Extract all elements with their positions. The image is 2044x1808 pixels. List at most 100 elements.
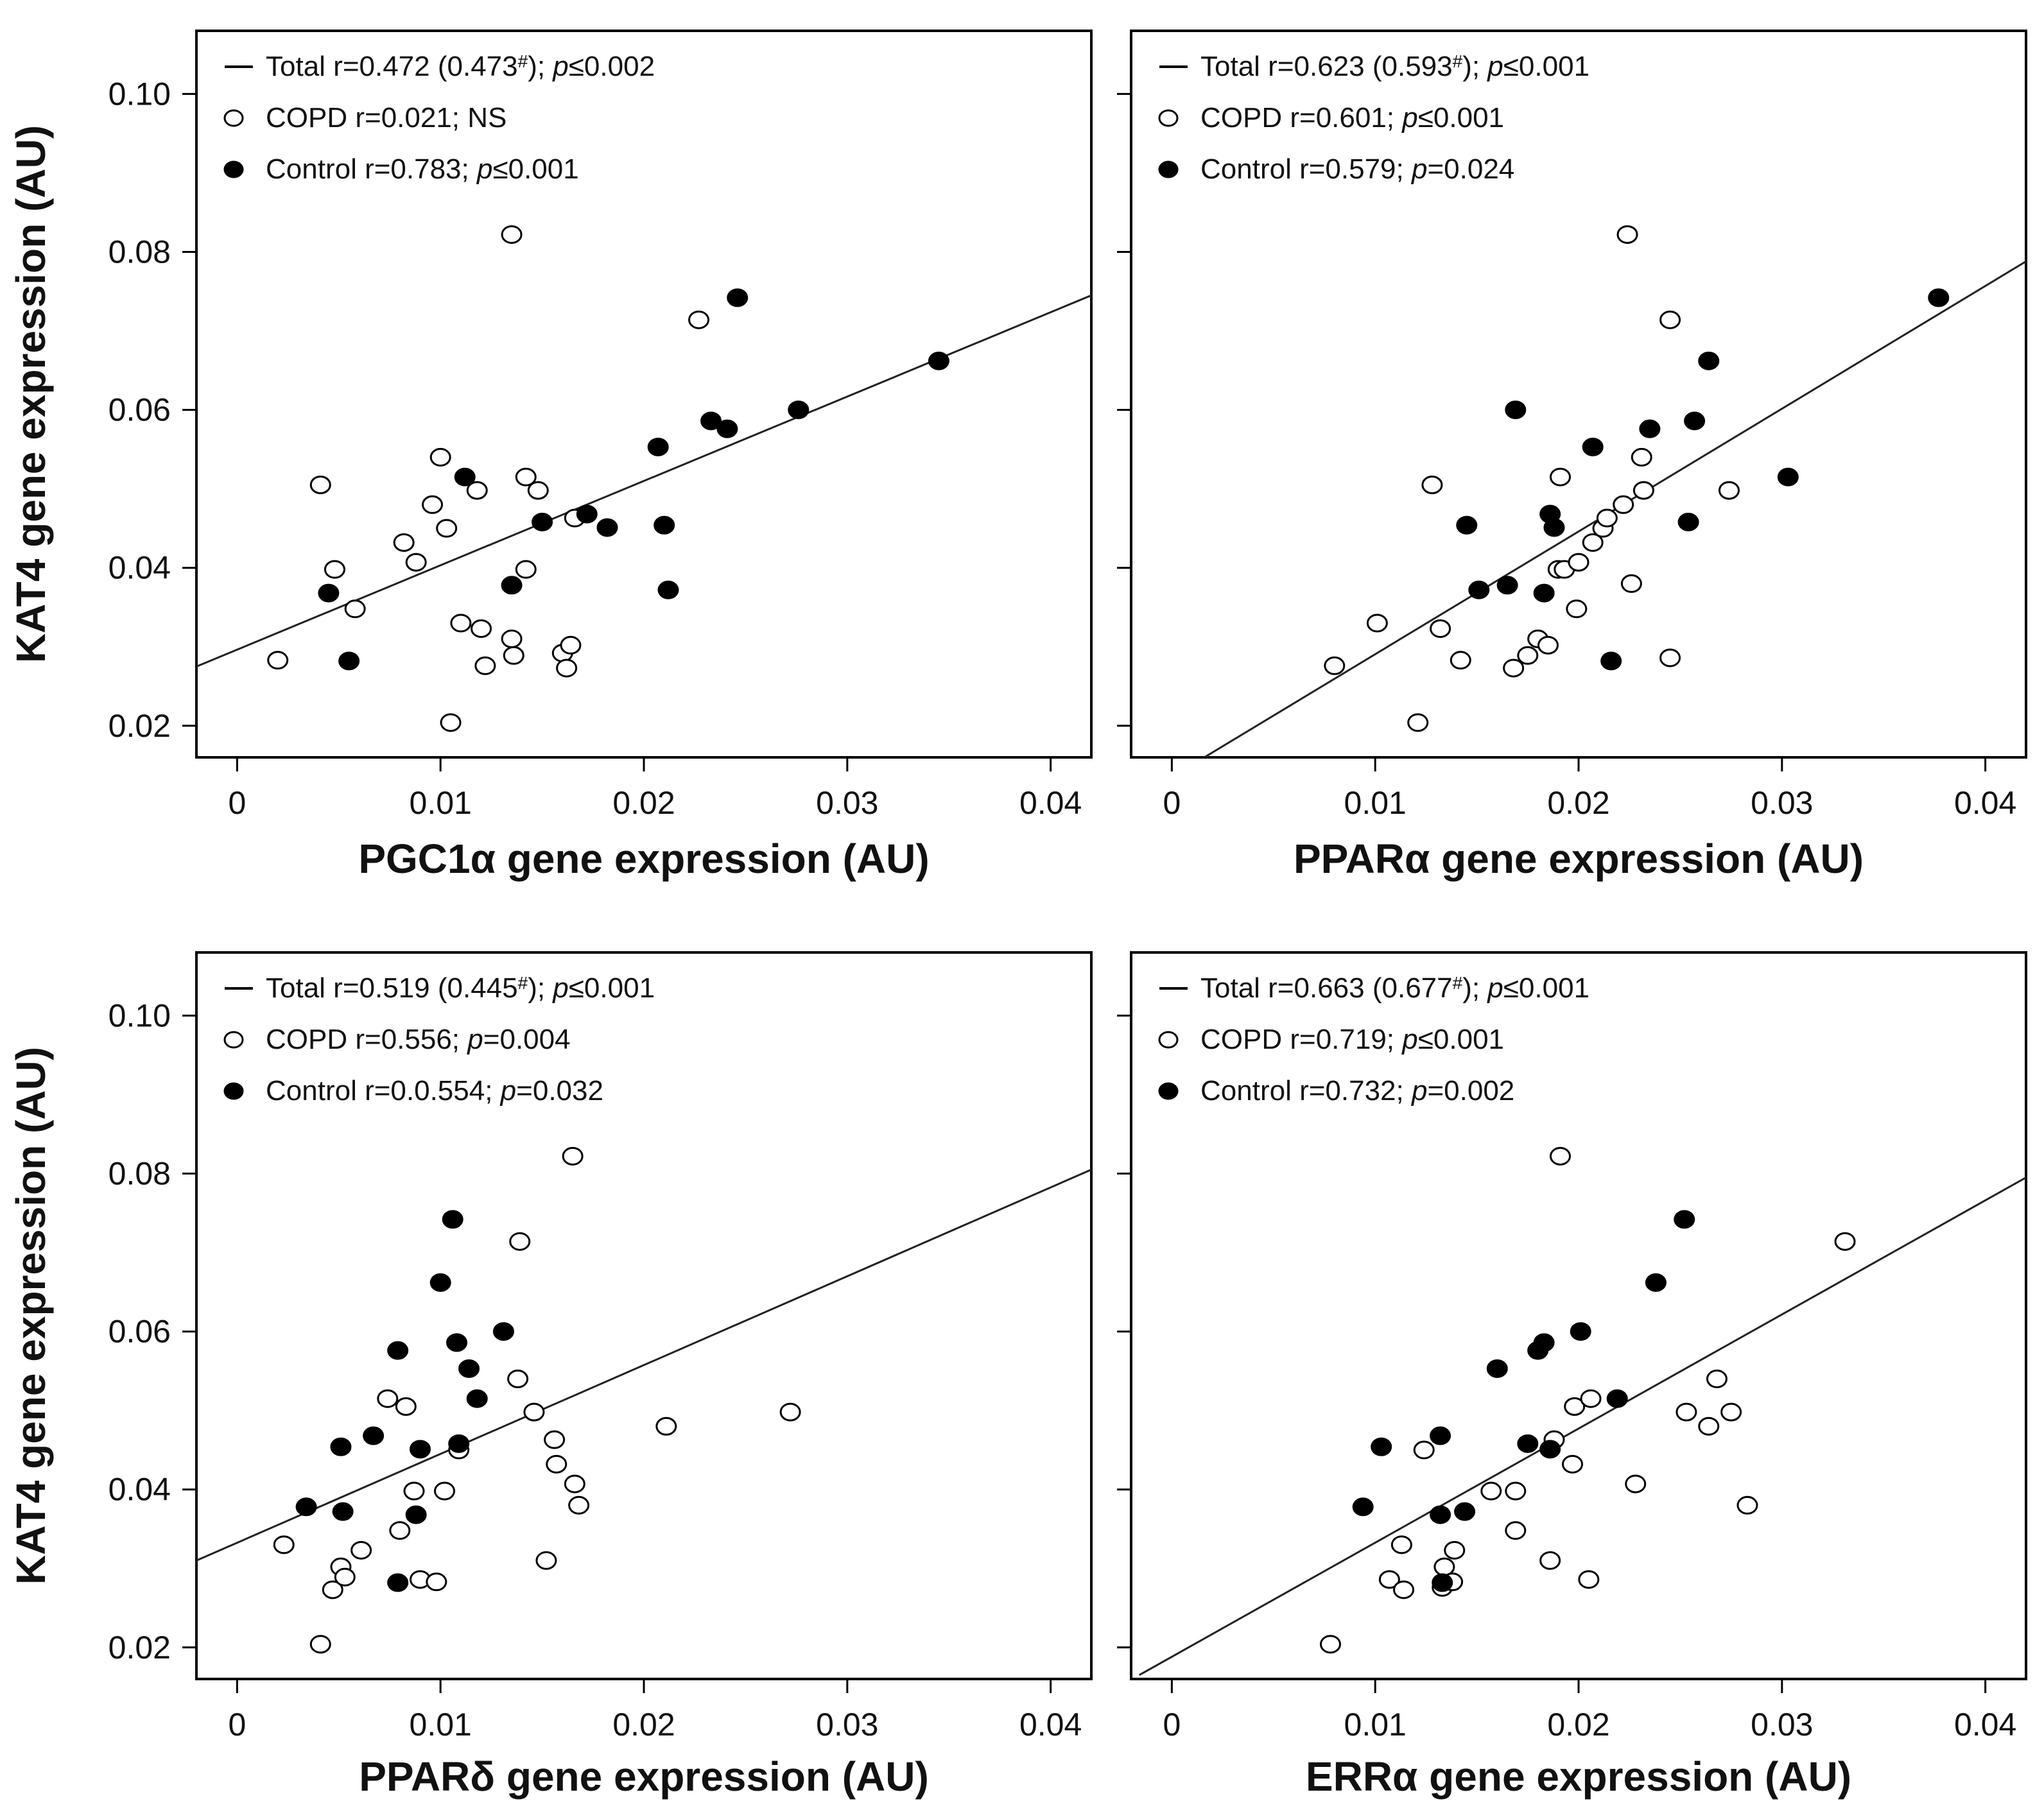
- control-point: [429, 1273, 451, 1292]
- legend-marker-filled: [223, 160, 244, 178]
- legend-entry: COPD r=0.719; p≤0.001: [1200, 1024, 1504, 1055]
- copd-point: [1568, 553, 1589, 572]
- chart-panel-PPARa: 0 0.01 0.02 0.03 0.04 Total r=0.623 (0.593#);…: [1117, 30, 2027, 882]
- copd-point: [1503, 659, 1525, 678]
- copd-point: [351, 1540, 372, 1560]
- copd-point: [507, 1369, 529, 1388]
- copd-point: [324, 560, 345, 579]
- control-point: [716, 419, 738, 438]
- control-point: [454, 467, 476, 486]
- control-point: [1777, 467, 1799, 486]
- control-point: [1468, 580, 1490, 599]
- y-tick-label: 0.06: [108, 1314, 171, 1350]
- y-tick-label: 0.10: [108, 997, 171, 1033]
- control-point: [387, 1573, 409, 1592]
- x-axis-label: ERRα gene expression (AU): [1306, 1753, 1851, 1800]
- total-fit-line: [196, 294, 1091, 667]
- control-point: [466, 1389, 488, 1408]
- copd-point: [501, 629, 523, 648]
- copd-point: [1378, 1570, 1400, 1589]
- copd-point: [655, 1416, 677, 1436]
- control-point: [1543, 518, 1565, 537]
- control-point: [1600, 651, 1622, 671]
- control-point: [330, 1437, 352, 1456]
- legend-entry: Total r=0.663 (0.677#); p≤0.001: [1200, 972, 1589, 1004]
- copd-point: [426, 1572, 447, 1592]
- copd-point: [267, 651, 289, 670]
- control-point: [1674, 1210, 1695, 1229]
- legend-marker-filled: [1158, 1082, 1179, 1100]
- copd-point: [1613, 495, 1634, 514]
- copd-point: [1631, 447, 1652, 467]
- copd-point: [1407, 713, 1429, 732]
- control-point: [1496, 576, 1518, 595]
- legend-entry: Control r=0.732; p=0.002: [1200, 1075, 1514, 1106]
- control-point: [532, 512, 553, 531]
- legend-marker-open: [223, 109, 244, 127]
- copd-point: [560, 635, 582, 655]
- total-fit-line: [196, 1168, 1091, 1562]
- x-tick-label: 0.04: [1019, 1707, 1082, 1743]
- control-point: [1371, 1437, 1392, 1456]
- y-tick-label: 0.08: [108, 234, 171, 270]
- copd-point: [405, 553, 427, 572]
- copd-point: [1549, 1146, 1571, 1166]
- control-point: [1533, 583, 1555, 603]
- x-tick-label: 0.01: [1344, 785, 1407, 821]
- control-point: [1677, 512, 1699, 531]
- copd-point: [688, 310, 710, 329]
- legend-entry: Control r=0.783; p≤0.001: [266, 153, 579, 185]
- copd-point: [1324, 656, 1346, 675]
- control-point: [788, 400, 810, 420]
- control-point: [654, 515, 675, 535]
- copd-point: [1566, 599, 1588, 619]
- copd-point: [1625, 1474, 1647, 1494]
- copd-point: [1698, 1416, 1720, 1436]
- copd-point: [546, 1454, 567, 1474]
- legend-marker-filled: [1158, 160, 1179, 178]
- control-point: [1432, 1573, 1453, 1592]
- copd-point: [568, 1495, 590, 1515]
- copd-point: [1834, 1232, 1856, 1251]
- control-point: [1582, 437, 1604, 456]
- x-tick-label: 0.01: [410, 1707, 472, 1743]
- x-tick-label: 0.02: [1547, 785, 1609, 821]
- copd-point: [535, 1551, 557, 1570]
- copd-point: [377, 1389, 399, 1408]
- copd-point: [395, 1397, 417, 1416]
- copd-point: [1561, 1454, 1583, 1474]
- x-axis-label: PPARδ gene expression (AU): [359, 1753, 929, 1800]
- control-point: [448, 1434, 470, 1453]
- copd-point: [564, 1474, 585, 1494]
- copd-point: [515, 560, 537, 579]
- copd-point: [1620, 574, 1642, 593]
- control-point: [318, 583, 340, 603]
- control-point: [332, 1502, 354, 1521]
- copd-point: [393, 533, 415, 552]
- control-point: [576, 504, 598, 524]
- control-point: [492, 1322, 514, 1341]
- x-axis-label: PGC1α gene expression (AU): [358, 836, 929, 882]
- copd-point: [466, 481, 488, 500]
- copd-point: [1659, 310, 1681, 329]
- control-point: [458, 1359, 480, 1378]
- copd-point: [322, 1580, 343, 1599]
- x-tick-label: 0: [1163, 1707, 1181, 1743]
- y-tick-label: 0.06: [108, 392, 171, 428]
- control-point: [501, 576, 523, 595]
- copd-point: [334, 1567, 356, 1587]
- control-point: [1606, 1389, 1628, 1408]
- legend-marker-open: [1158, 1031, 1179, 1049]
- control-point: [387, 1341, 409, 1360]
- control-point: [1430, 1505, 1451, 1524]
- control-point: [410, 1440, 431, 1459]
- legend-marker-filled: [223, 1082, 244, 1100]
- copd-point: [1564, 1397, 1586, 1416]
- copd-point: [309, 476, 331, 494]
- legend-entry: COPD r=0.021; NS: [266, 102, 507, 133]
- chart-panel-PGC1a: 0 0.01 0.02 0.03 0.04 0.02 0.04 0.06 0.08 0.10 Tot…: [8, 30, 1093, 882]
- copd-point: [1616, 225, 1638, 244]
- x-tick-label: 0.03: [816, 1707, 878, 1743]
- control-point: [1698, 351, 1720, 370]
